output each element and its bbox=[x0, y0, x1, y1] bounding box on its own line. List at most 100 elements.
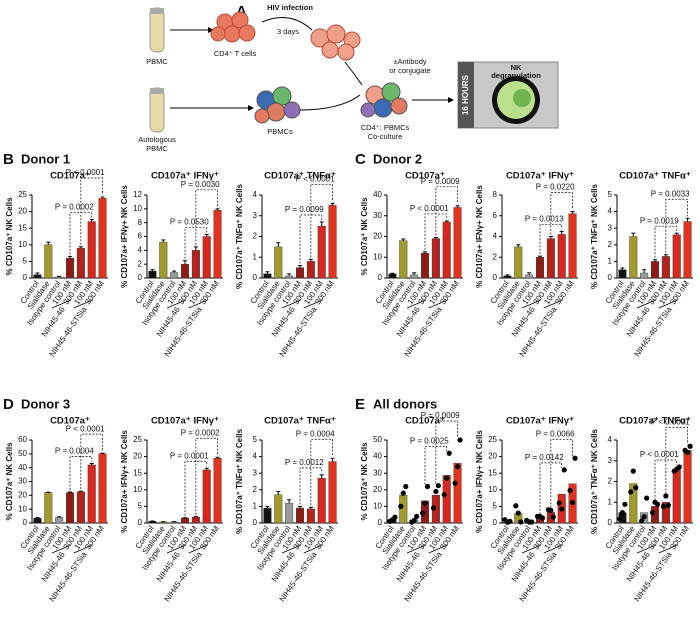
p-value: P < 0.0001 bbox=[66, 424, 105, 433]
bar bbox=[148, 521, 157, 524]
bar bbox=[274, 494, 283, 524]
group-line bbox=[543, 299, 563, 309]
y-axis-label: % CD107a⁺ TNFα⁺ NK Cells bbox=[235, 183, 244, 288]
p-value: P = 0.0019 bbox=[640, 216, 679, 225]
group-line bbox=[521, 299, 541, 309]
p-value: P < 0.0001 bbox=[410, 204, 449, 213]
bar bbox=[317, 477, 326, 524]
p-value: P = 0.0009 bbox=[421, 411, 460, 420]
significance-bracket bbox=[184, 460, 208, 516]
group-line bbox=[281, 544, 301, 554]
pbmc-cluster bbox=[254, 86, 301, 124]
p-value: P = 0.0066 bbox=[536, 429, 575, 438]
significance-bracket bbox=[665, 198, 688, 253]
bar bbox=[180, 517, 189, 524]
y-tick-label: 10 bbox=[373, 252, 382, 261]
p-value: P = 0.0013 bbox=[525, 214, 564, 223]
y-tick-label: 12 bbox=[133, 190, 142, 199]
donor-point bbox=[630, 468, 636, 474]
y-axis-label: % CD107a⁺ NK Cells bbox=[360, 442, 369, 521]
significance-bracket bbox=[310, 183, 333, 258]
y-tick-label: 10 bbox=[133, 485, 142, 494]
arrow bbox=[344, 61, 363, 86]
p-value: P = 0.0530 bbox=[170, 218, 209, 227]
y-tick-label: 4 bbox=[138, 245, 143, 254]
y-tick-label: 5 bbox=[253, 435, 258, 444]
bar bbox=[191, 250, 200, 279]
p-value: P = 0.0002 bbox=[55, 203, 94, 212]
bar bbox=[672, 468, 681, 524]
bar bbox=[629, 483, 638, 524]
bar bbox=[44, 492, 53, 524]
bar bbox=[557, 234, 566, 279]
group-line bbox=[73, 299, 93, 309]
donor-point bbox=[619, 510, 626, 516]
donor-point bbox=[446, 450, 452, 456]
bar bbox=[661, 256, 670, 279]
donor-point bbox=[433, 488, 439, 495]
y-tick-label: 0 bbox=[493, 518, 498, 527]
significance-bracket bbox=[539, 462, 563, 515]
arrow bbox=[261, 17, 313, 31]
significance-bracket bbox=[665, 426, 688, 495]
group-line bbox=[73, 544, 93, 554]
y-tick-label: 3 bbox=[253, 211, 258, 220]
bar bbox=[98, 198, 107, 279]
significance-bracket bbox=[539, 223, 563, 255]
group-line bbox=[636, 544, 656, 554]
y-tick-label: 3 bbox=[253, 468, 258, 477]
tube bbox=[149, 7, 165, 53]
significance-bracket bbox=[654, 225, 678, 258]
label: Autologous bbox=[138, 135, 176, 144]
chart-title: CD107a⁺ IFNγ⁺ bbox=[151, 416, 219, 427]
bar bbox=[213, 210, 222, 279]
bar bbox=[683, 450, 692, 524]
group-line bbox=[428, 299, 448, 309]
y-tick-label: 40 bbox=[373, 452, 382, 461]
significance-bracket bbox=[435, 186, 458, 236]
y-tick-label: 2 bbox=[608, 240, 613, 249]
panel-a: A PBMC CD4⁺ T cells HIV infection 3 days… bbox=[138, 3, 559, 153]
tube bbox=[149, 87, 165, 133]
bar bbox=[44, 244, 53, 279]
panel-title: Donor 3 bbox=[21, 396, 70, 411]
bar bbox=[514, 246, 523, 279]
y-tick-label: 0 bbox=[608, 518, 613, 527]
chart-title: CD107a⁺ bbox=[50, 416, 90, 427]
y-tick-label: 1 bbox=[253, 502, 258, 511]
p-value: P = 0.0099 bbox=[285, 205, 324, 214]
donor-point bbox=[529, 519, 535, 525]
chart-title: CD107a⁺ bbox=[405, 416, 445, 427]
significance-bracket bbox=[299, 467, 323, 505]
y-tick-label: 30 bbox=[373, 211, 382, 220]
donor-point bbox=[644, 495, 650, 501]
group-line bbox=[543, 544, 563, 554]
p-value: P = 0.0009 bbox=[421, 177, 460, 186]
bar bbox=[640, 272, 649, 279]
bar bbox=[274, 246, 283, 279]
label: or conjugate bbox=[389, 66, 430, 75]
bar bbox=[546, 238, 555, 279]
bar bbox=[98, 453, 107, 524]
y-tick-label: 50 bbox=[18, 449, 27, 458]
bar bbox=[317, 225, 326, 279]
p-value: P = 0.0033 bbox=[651, 189, 690, 198]
y-tick-label: 10 bbox=[488, 485, 497, 494]
chart-title: CD107a⁺ bbox=[50, 171, 90, 182]
label: PBMC bbox=[146, 144, 168, 153]
significance-bracket bbox=[69, 456, 93, 491]
p-value: P = 0.0004 bbox=[296, 429, 335, 438]
y-tick-label: 4 bbox=[608, 435, 613, 444]
group-line bbox=[51, 299, 71, 309]
y-tick-label: 0 bbox=[138, 273, 143, 282]
chart-title: CD107a⁺ bbox=[405, 171, 445, 182]
bar bbox=[159, 241, 168, 279]
y-tick-label: 0 bbox=[23, 518, 28, 527]
significance-bracket bbox=[424, 445, 448, 485]
bar bbox=[421, 252, 430, 279]
bar bbox=[263, 273, 272, 279]
donor-point bbox=[676, 464, 682, 470]
bar bbox=[306, 261, 315, 279]
significance-bracket bbox=[184, 227, 208, 259]
y-tick-label: 0 bbox=[253, 518, 258, 527]
